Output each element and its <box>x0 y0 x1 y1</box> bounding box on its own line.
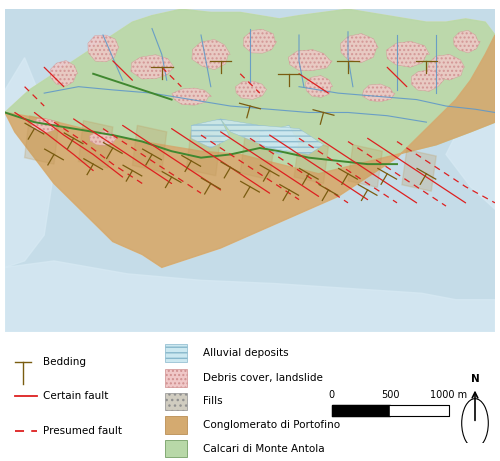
FancyBboxPatch shape <box>165 344 188 361</box>
Polygon shape <box>244 30 276 53</box>
Polygon shape <box>90 131 117 146</box>
Text: 500: 500 <box>381 390 399 400</box>
Polygon shape <box>220 119 324 154</box>
Polygon shape <box>78 120 113 168</box>
Polygon shape <box>186 130 220 176</box>
FancyBboxPatch shape <box>165 440 188 457</box>
Polygon shape <box>390 405 448 416</box>
Polygon shape <box>5 35 495 267</box>
Polygon shape <box>306 77 333 97</box>
Polygon shape <box>5 9 495 267</box>
Text: Alluvial deposits: Alluvial deposits <box>204 348 289 358</box>
Polygon shape <box>294 140 328 183</box>
Polygon shape <box>287 49 331 71</box>
Polygon shape <box>30 118 59 133</box>
Polygon shape <box>174 87 208 106</box>
Text: Calcari di Monte Antola: Calcari di Monte Antola <box>204 444 325 454</box>
Polygon shape <box>5 58 54 267</box>
Polygon shape <box>51 60 78 85</box>
Polygon shape <box>240 135 274 180</box>
Polygon shape <box>5 9 495 174</box>
Polygon shape <box>260 125 299 154</box>
Text: N: N <box>470 374 480 384</box>
Polygon shape <box>24 116 59 164</box>
Polygon shape <box>132 125 166 172</box>
Text: Certain fault: Certain fault <box>44 391 109 402</box>
Polygon shape <box>5 261 495 332</box>
Polygon shape <box>332 405 390 416</box>
Polygon shape <box>192 40 230 67</box>
Polygon shape <box>88 33 120 63</box>
Polygon shape <box>412 71 444 91</box>
FancyBboxPatch shape <box>165 393 188 410</box>
Polygon shape <box>348 145 382 187</box>
Text: Fills: Fills <box>204 396 223 407</box>
Text: Conglomerato di Portofino: Conglomerato di Portofino <box>204 420 340 430</box>
Text: 1000 m: 1000 m <box>430 390 467 400</box>
FancyBboxPatch shape <box>165 369 188 386</box>
Text: Bedding: Bedding <box>44 357 86 366</box>
Text: Presumed fault: Presumed fault <box>44 426 122 436</box>
Polygon shape <box>191 119 230 148</box>
Polygon shape <box>446 74 495 209</box>
Polygon shape <box>385 41 430 66</box>
Polygon shape <box>402 149 436 191</box>
Text: 0: 0 <box>328 390 334 400</box>
Polygon shape <box>340 34 376 61</box>
Polygon shape <box>362 85 394 101</box>
Polygon shape <box>5 9 495 332</box>
Text: Debris cover, landslide: Debris cover, landslide <box>204 373 324 383</box>
FancyBboxPatch shape <box>165 416 188 434</box>
Polygon shape <box>235 81 266 99</box>
Polygon shape <box>132 54 172 80</box>
Polygon shape <box>428 55 466 81</box>
Polygon shape <box>452 31 480 53</box>
